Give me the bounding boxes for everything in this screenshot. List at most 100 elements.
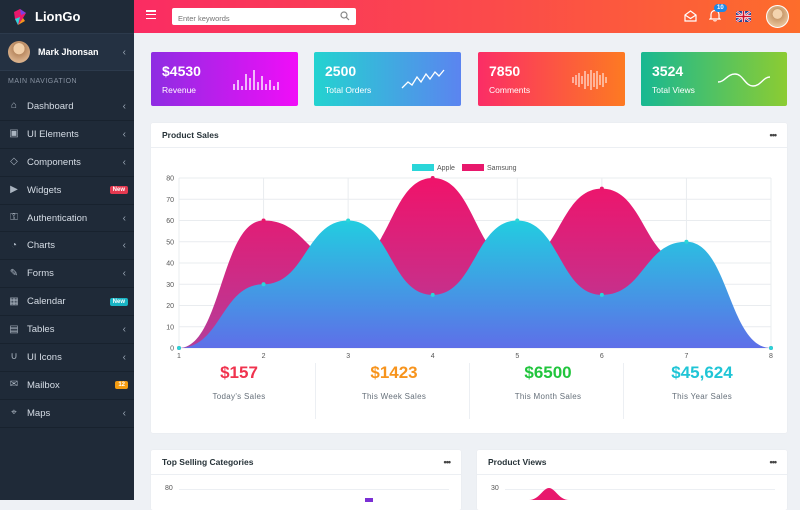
x-tick-label: 1	[177, 353, 181, 360]
user-name: Mark Jhonsan	[38, 47, 99, 57]
grid-icon: ▤	[9, 323, 19, 335]
stat-label: This Year Sales	[671, 392, 733, 401]
x-tick-label: 4	[431, 353, 435, 360]
sidebar-item-label: Tables	[27, 324, 55, 336]
stat-block: $157 Today's Sales	[162, 363, 316, 401]
sidebar-badge: 12	[115, 381, 128, 390]
legend-swatch	[462, 164, 484, 171]
top-selling-panel: Top Selling Categories ••• 80	[151, 450, 461, 510]
sidebar-item-authentication[interactable]: ⚿ Authentication ‹	[0, 205, 134, 233]
mail-open-icon[interactable]	[684, 10, 697, 22]
lock-icon: ⚿	[10, 212, 18, 223]
data-point[interactable]	[599, 292, 604, 297]
sidebar-item-label: Calendar	[27, 296, 66, 308]
hamburger-menu-icon[interactable]	[146, 10, 156, 20]
y-tick-label: 50	[166, 239, 174, 246]
sidebar-item-ui-elements[interactable]: ▣ UI Elements ‹	[0, 121, 134, 149]
data-point[interactable]	[769, 346, 773, 350]
sidebar-item-dashboard[interactable]: ⌂ Dashboard ‹	[0, 93, 134, 121]
series-area-apple	[179, 220, 771, 348]
sidebar-item-label: UI Elements	[27, 128, 79, 140]
sidebar-badge: New	[109, 186, 128, 195]
stat-label: This Month Sales	[514, 392, 582, 401]
y-tick-label: 80	[166, 176, 174, 183]
sidebar-item-label: UI Icons	[27, 351, 62, 363]
product-sales-panel: Product Sales ••• 0 10 20 30 40 50 60 70 80 1 2 3 4 5…	[151, 123, 787, 433]
sidebar-item-charts[interactable]: ◔ Charts ‹	[0, 232, 134, 261]
data-point[interactable]	[430, 292, 435, 297]
total-views-card: 3524 Total Views	[641, 52, 787, 106]
chart-gridline	[179, 489, 449, 490]
stat-divider	[623, 363, 624, 419]
home-icon: ⌂	[10, 100, 18, 112]
card-label: Comments	[489, 85, 531, 95]
product-sales-chart: 0 10 20 30 40 50 60 70 80 1 2 3 4 5 6 7 8 Apple Samsung	[166, 164, 773, 360]
x-tick-label: 7	[684, 353, 688, 360]
sidebar-item-mailbox[interactable]: ✉ Mailbox 12	[0, 372, 134, 400]
brand[interactable]: LionGo	[0, 0, 134, 33]
video-icon: ▶	[10, 184, 18, 196]
sparkline-icon	[401, 69, 445, 89]
mailbox-icon: ✉	[9, 379, 19, 391]
chevron-left-icon: ‹	[122, 240, 126, 252]
stat-value: $157	[220, 363, 258, 382]
x-tick-label: 2	[262, 353, 266, 360]
chevron-left-icon: ‹	[122, 351, 126, 363]
y-tick-label: 40	[166, 261, 174, 268]
chevron-left-icon[interactable]: ‹	[122, 46, 126, 58]
y-tick-label: 10	[166, 324, 174, 331]
sidebar-item-widgets[interactable]: ▶ Widgets New	[0, 177, 134, 205]
card-label: Total Views	[652, 85, 695, 95]
chevron-left-icon: ‹	[122, 128, 126, 140]
sidebar-item-tables[interactable]: ▤ Tables ‹	[0, 316, 134, 345]
data-point[interactable]	[261, 218, 266, 223]
magnet-icon: ∪	[10, 351, 18, 363]
card-label: Total Orders	[325, 85, 372, 95]
data-point[interactable]	[346, 218, 351, 223]
y-tick-label: 60	[166, 218, 174, 225]
card-label: Revenue	[162, 85, 197, 95]
sidebar-item-ui-icons[interactable]: ∪ UI Icons ‹	[0, 344, 134, 372]
stat-block: $45,624 This Year Sales	[625, 363, 779, 401]
sidebar: LionGo Mark Jhonsan ‹ MAIN NAVIGATION ⌂ D…	[0, 0, 134, 500]
sidebar-item-label: Dashboard	[27, 100, 74, 112]
y-tick-label: 30	[166, 282, 174, 289]
revenue-card: $4530 Revenue	[151, 52, 298, 106]
stat-label: This Week Sales	[361, 392, 427, 401]
uk-flag-icon[interactable]	[736, 11, 751, 22]
y-tick-label: 30	[491, 485, 499, 492]
stat-label: Today's Sales	[212, 392, 266, 401]
more-options-icon[interactable]: •••	[769, 457, 778, 467]
data-point[interactable]	[430, 176, 435, 180]
stat-block: $1423 This Week Sales	[317, 363, 471, 401]
app-name: LionGo	[35, 9, 81, 24]
data-point[interactable]	[599, 186, 604, 191]
user-panel[interactable]: Mark Jhonsan ‹	[0, 33, 134, 71]
sidebar-item-calendar[interactable]: ▦ Calendar New	[0, 288, 134, 317]
sidebar-item-label: Authentication	[27, 212, 88, 224]
legend-swatch	[412, 164, 434, 171]
stat-divider	[315, 363, 316, 419]
stat-value: $1423	[370, 363, 418, 382]
more-options-icon[interactable]: •••	[769, 130, 778, 140]
data-point[interactable]	[177, 346, 181, 350]
y-tick-label: 80	[165, 485, 173, 492]
comments-card: 7850 Comments	[478, 52, 625, 106]
sidebar-item-components[interactable]: ◇ Components ‹	[0, 149, 134, 177]
search-input[interactable]	[172, 10, 332, 27]
data-point[interactable]	[684, 239, 689, 244]
profile-avatar[interactable]	[766, 5, 789, 28]
search-icon[interactable]	[340, 11, 350, 21]
sidebar-item-forms[interactable]: ✎ Forms ‹	[0, 260, 134, 289]
panel-title: Top Selling Categories	[162, 457, 254, 467]
card-value: 2500	[325, 63, 357, 79]
x-tick-label: 3	[346, 353, 350, 360]
more-options-icon[interactable]: •••	[443, 457, 452, 467]
sidebar-item-label: Maps	[27, 407, 51, 419]
panel-title: Product Views	[488, 457, 547, 467]
sidebar-item-maps[interactable]: ⌖ Maps ‹	[0, 400, 134, 428]
data-point[interactable]	[515, 218, 520, 223]
chevron-left-icon: ‹	[122, 324, 126, 336]
panel-title: Product Sales	[162, 130, 219, 140]
data-point[interactable]	[261, 282, 266, 287]
